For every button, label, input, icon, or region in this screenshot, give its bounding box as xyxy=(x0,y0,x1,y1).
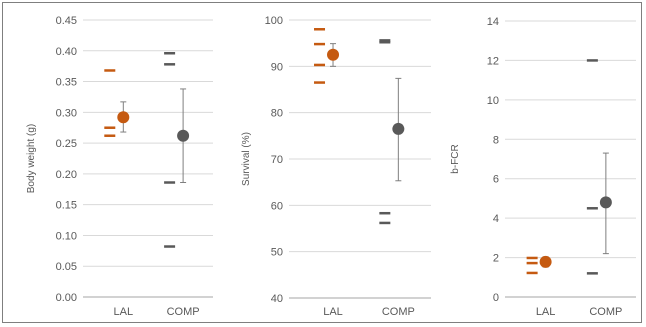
y-tick-label: 0.10 xyxy=(56,230,77,242)
y-tick-label: 0.40 xyxy=(56,46,77,58)
y-tick-label: 0.25 xyxy=(56,138,77,150)
y-tick-label: 4 xyxy=(493,213,499,225)
y-tick-label: 6 xyxy=(493,174,499,186)
x-tick-label: COMP xyxy=(382,306,415,318)
y-tick-label: 0.15 xyxy=(56,200,77,212)
y-axis-title: b-FCR xyxy=(450,144,461,173)
y-axis-title: Survival (%) xyxy=(241,132,252,186)
y-tick-label: 8 xyxy=(493,134,499,146)
mean-point xyxy=(539,255,552,268)
y-tick-label: 0.35 xyxy=(56,77,77,89)
x-tick-label: LAL xyxy=(114,306,134,318)
x-tick-label: COMP xyxy=(589,306,622,318)
mean-point xyxy=(177,129,190,142)
y-tick-label: 0.05 xyxy=(56,261,77,273)
y-tick-label: 12 xyxy=(487,55,499,67)
y-tick-label: 80 xyxy=(271,108,283,120)
y-tick-label: 2 xyxy=(493,253,499,265)
mean-point xyxy=(327,48,340,61)
y-tick-label: 0.20 xyxy=(56,169,77,181)
x-tick-label: COMP xyxy=(167,306,200,318)
x-tick-label: LAL xyxy=(536,306,556,318)
mean-point xyxy=(392,122,405,135)
y-axis-title: Body weight (g) xyxy=(26,124,37,193)
y-tick-label: 60 xyxy=(271,200,283,212)
mean-point xyxy=(117,111,130,124)
y-tick-label: 50 xyxy=(271,247,283,259)
mean-point xyxy=(599,196,612,209)
y-tick-label: 10 xyxy=(487,95,499,107)
y-tick-label: 90 xyxy=(271,61,283,73)
y-tick-label: 0.00 xyxy=(56,292,77,304)
x-tick-label: LAL xyxy=(323,306,343,318)
y-tick-label: 0.45 xyxy=(56,15,77,27)
y-tick-label: 70 xyxy=(271,154,283,166)
y-tick-label: 14 xyxy=(487,16,499,28)
y-tick-label: 0.30 xyxy=(56,107,77,119)
chart-frame xyxy=(2,2,642,323)
y-tick-label: 40 xyxy=(271,293,283,305)
y-tick-label: 0 xyxy=(493,292,499,304)
y-tick-label: 100 xyxy=(265,15,283,27)
